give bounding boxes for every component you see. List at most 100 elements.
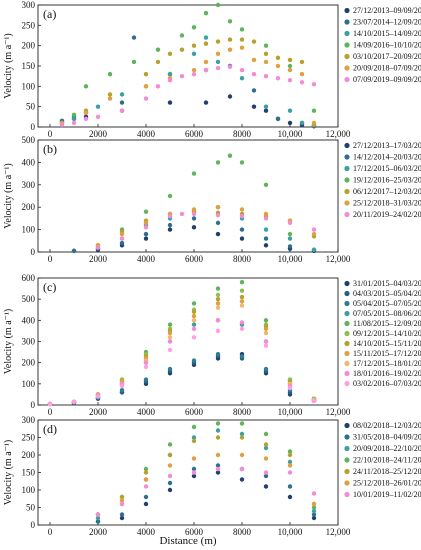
legend-label: 14/10/2015–15/11/2015 (353, 339, 421, 348)
legend-marker (344, 53, 350, 60)
legend-marker (344, 422, 350, 429)
data-point (215, 463, 221, 468)
series-3 (95, 205, 317, 252)
data-point (311, 398, 317, 403)
x-tick-label: 8000 (233, 129, 252, 139)
series-11 (47, 326, 317, 407)
legend-label: 18/01/2016–19/02/2016 (353, 369, 421, 378)
series-4 (95, 153, 293, 248)
x-tick-label: 0 (48, 407, 53, 417)
data-point (239, 326, 245, 331)
data-point (239, 45, 245, 50)
data-point (155, 59, 161, 65)
y-tick-label: 0 (31, 400, 36, 410)
data-point (239, 207, 245, 212)
legend-marker (344, 200, 350, 206)
series-6 (47, 288, 317, 407)
legend-marker (344, 310, 350, 317)
legend-marker (344, 30, 350, 37)
data-point (251, 57, 257, 63)
data-point (143, 209, 149, 214)
data-point (263, 104, 269, 109)
data-point (263, 216, 269, 221)
y-tick-label: 300 (22, 0, 36, 10)
y-tick-label: 500 (22, 294, 36, 304)
x-tick-label: 6000 (185, 254, 204, 264)
legend-label: 05/04/2015–07/05/2015 (353, 299, 421, 308)
data-point (263, 227, 269, 232)
data-point (143, 231, 149, 237)
data-point (287, 78, 293, 83)
series-1 (71, 225, 317, 254)
legend-label: 04/03/2015–05/04/2015 (353, 289, 421, 298)
data-point (215, 296, 221, 302)
data-point (167, 322, 173, 327)
legend-label: 08/02/2018–12/03/2018 (353, 421, 421, 430)
series-3 (95, 428, 317, 521)
data-point (275, 63, 281, 69)
data-point (191, 470, 197, 475)
data-point (83, 110, 89, 115)
data-point (227, 19, 233, 24)
data-point (167, 213, 173, 219)
data-point (203, 100, 209, 105)
data-point (119, 108, 125, 113)
legend-label: 14/10/2015–14/09/2016 (353, 29, 421, 38)
data-point (191, 301, 197, 306)
data-point (167, 442, 173, 447)
data-point (143, 494, 149, 500)
data-point (239, 320, 245, 325)
data-point (71, 120, 77, 126)
data-point (191, 438, 197, 444)
data-point (167, 78, 173, 83)
data-point (179, 47, 185, 52)
data-point (167, 330, 173, 336)
data-point (215, 2, 221, 8)
data-point (119, 512, 125, 517)
legend-label: 31/01/2015–04/03/2015 (353, 279, 421, 288)
legend-marker (344, 211, 350, 218)
series-6 (95, 205, 317, 248)
data-point (143, 470, 149, 475)
data-point (227, 37, 233, 42)
data-point (263, 59, 269, 65)
data-point (311, 82, 317, 87)
data-point (71, 399, 77, 405)
x-tick-label: 8000 (233, 407, 252, 417)
data-point (287, 385, 293, 391)
legend-label: 24/11/2018–25/12/2018 (353, 467, 421, 476)
data-point (287, 452, 293, 458)
data-point (239, 27, 245, 32)
data-point (191, 313, 197, 319)
data-point (119, 501, 125, 507)
data-point (287, 67, 293, 73)
data-point (95, 114, 101, 120)
legend-marker (344, 300, 350, 307)
legend-label: 23/07/2014–12/09/2015 (353, 18, 421, 27)
legend-marker (344, 445, 350, 452)
data-point (215, 205, 221, 210)
data-point (287, 449, 293, 454)
data-point (167, 366, 173, 372)
data-point (119, 92, 125, 97)
legend-marker (344, 330, 350, 337)
data-point (119, 498, 125, 503)
data-point (95, 515, 101, 521)
legend-label: 14/09/2016–10/10/2017 (353, 41, 421, 50)
data-point (287, 244, 293, 249)
data-point (215, 231, 221, 237)
legend-label: 09/12/2015–14/10/2015 (353, 329, 421, 338)
data-point (167, 193, 173, 199)
legend-label: 31/05/2018–04/09/2018 (353, 433, 421, 442)
series-7 (95, 466, 317, 517)
data-point (71, 112, 77, 118)
data-point (191, 25, 197, 30)
y-tick-label: 0 (31, 520, 36, 530)
data-point (83, 116, 89, 122)
data-point (191, 435, 197, 440)
x-tick-label: 10,000 (278, 527, 303, 537)
data-point (251, 39, 257, 44)
data-point (215, 452, 221, 458)
data-point (143, 236, 149, 241)
